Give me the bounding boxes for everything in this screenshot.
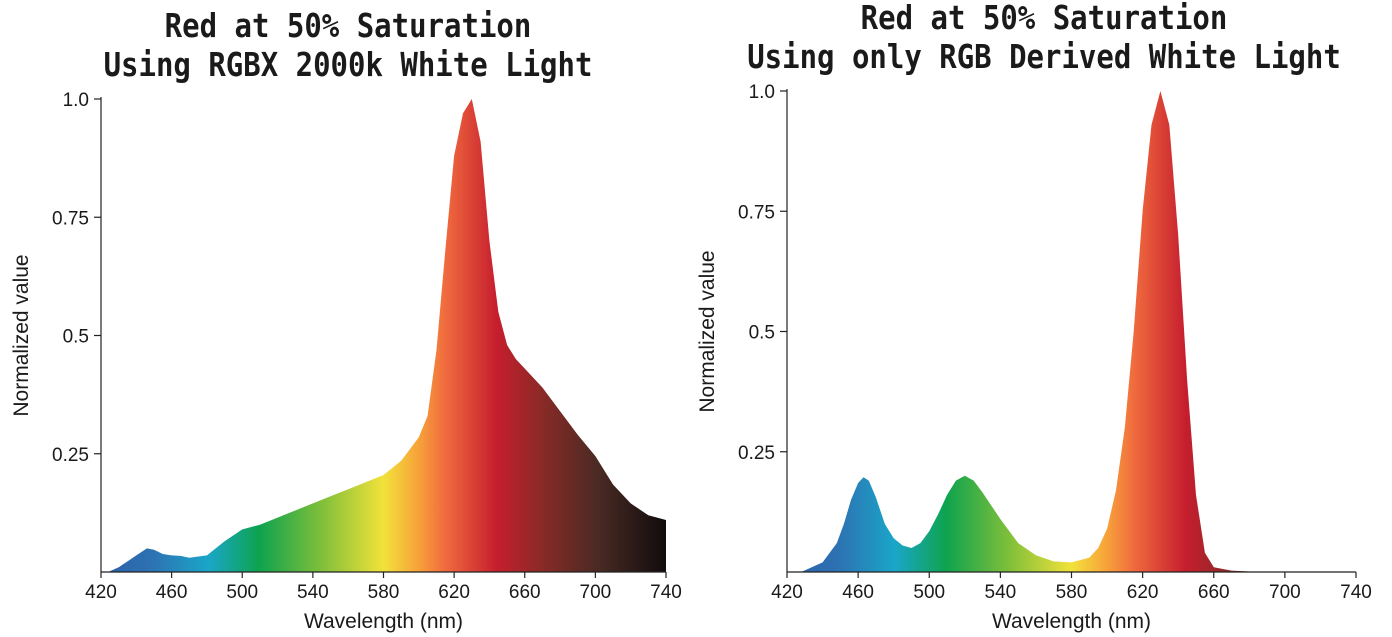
chart-title-line-1: Red at 50% Saturation [860, 0, 1228, 38]
spectrum-plot-rgbx: 420 460 500 540 580 620 660 700 740 1.0 0.75 0.5 0.2… [10, 90, 682, 633]
y-tick-label: 0.75 [52, 208, 89, 229]
y-axis-label: Normalized value [10, 254, 33, 416]
y-tick-label: 1.0 [749, 82, 775, 103]
y-tick-label: 0.25 [738, 443, 775, 464]
chart-title-line-2: Using only RGB Derived White Light [747, 37, 1341, 77]
x-tick-label: 740 [1340, 582, 1372, 603]
x-tick-label: 540 [297, 582, 329, 603]
y-tick-label: 0.5 [63, 327, 89, 348]
spectrum-area [801, 91, 1356, 572]
x-tick-label: 620 [1127, 582, 1159, 603]
x-axis-label: Wavelength (nm) [304, 610, 463, 633]
y-tick-label: 1.0 [63, 90, 89, 111]
chart-title-rgbx: Red at 50% Saturation Using RGBX 2000k W… [0, 6, 696, 84]
chart-panel-rgb: Red at 50% Saturation Using only RGB Der… [696, 0, 1392, 637]
x-tick-label: 700 [580, 582, 612, 603]
x-axis-label: Wavelength (nm) [992, 610, 1151, 633]
x-tick-label: 420 [771, 582, 803, 603]
x-tick-label: 700 [1269, 582, 1301, 603]
y-axis-label: Normalized value [696, 250, 719, 412]
spectrum-plot-rgb: 420 460 500 540 580 620 660 700 740 1.0 0.75 0.5 0.2… [696, 82, 1372, 633]
x-tick-label: 580 [368, 582, 400, 603]
x-tick-label: 500 [913, 582, 945, 603]
x-tick-label: 540 [985, 582, 1017, 603]
x-tick-label: 580 [1056, 582, 1088, 603]
spectrum-area [108, 99, 667, 572]
x-tick-label: 500 [226, 582, 258, 603]
x-tick-label: 460 [156, 582, 188, 603]
x-tick-label: 460 [842, 582, 874, 603]
y-tick-label: 0.25 [52, 445, 89, 466]
y-tick-label: 0.5 [749, 323, 775, 344]
x-tick-label: 660 [509, 582, 541, 603]
x-tick-label: 420 [85, 582, 117, 603]
chart-title-rgb: Red at 50% Saturation Using only RGB Der… [696, 0, 1392, 76]
y-tick-label: 0.75 [738, 202, 775, 223]
x-tick-label: 660 [1198, 582, 1230, 603]
chart-title-line-1: Red at 50% Saturation [164, 6, 532, 46]
chart-panel-rgbx: Red at 50% Saturation Using RGBX 2000k W… [0, 6, 696, 633]
chart-title-line-2: Using RGBX 2000k White Light [103, 45, 593, 85]
x-tick-label: 740 [650, 582, 682, 603]
x-tick-label: 620 [438, 582, 470, 603]
